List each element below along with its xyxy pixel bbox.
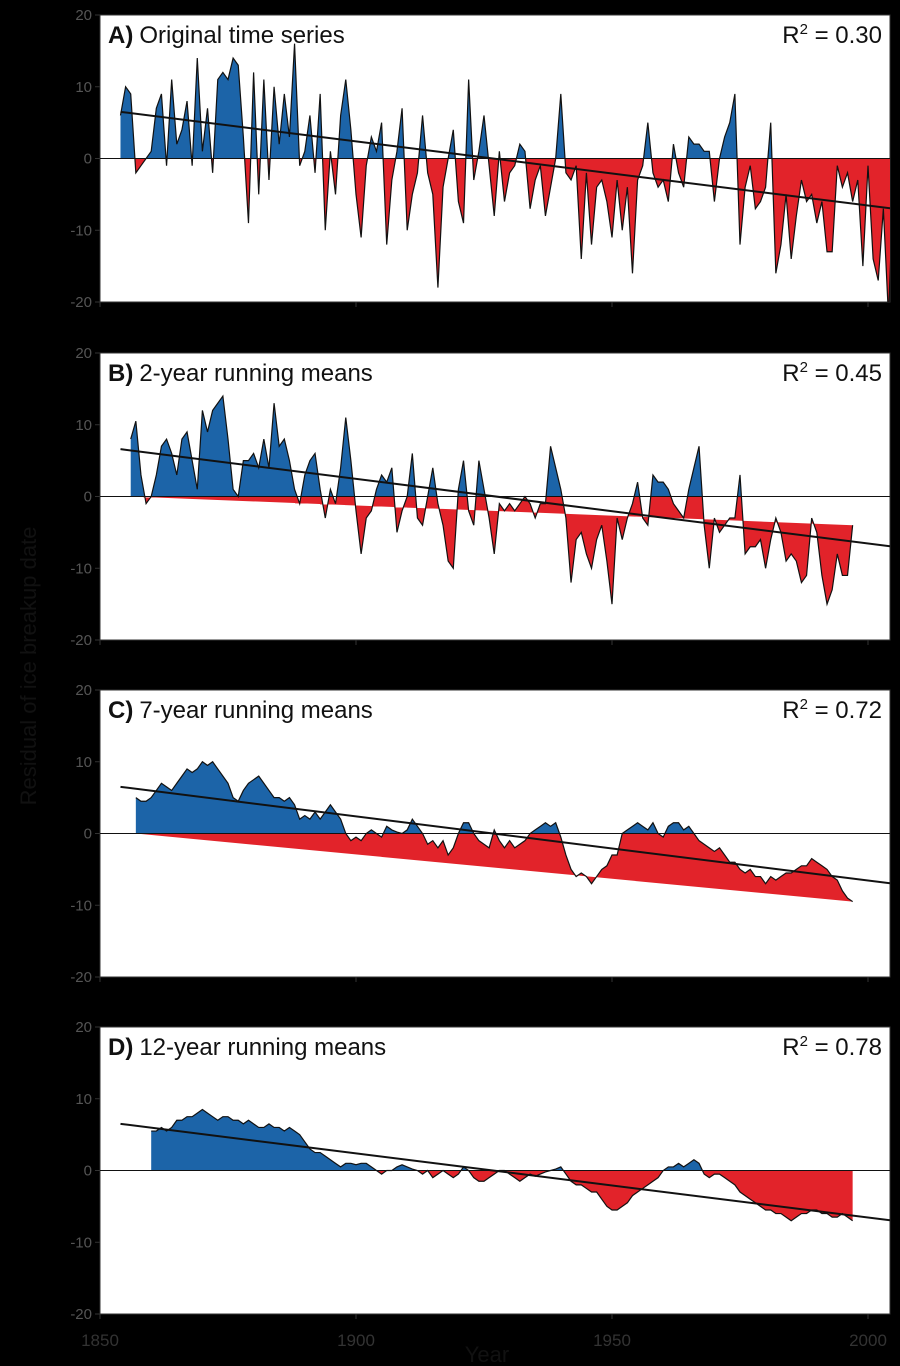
positive-area (135, 761, 694, 834)
trend-line (120, 785, 890, 885)
panel-title: A) Original time series (108, 22, 345, 49)
r2-prefix: R (782, 22, 799, 49)
r2-prefix: R (782, 697, 799, 724)
y-tick-label: -20 (70, 969, 92, 986)
series-line (119, 43, 890, 302)
r2-superscript: 2 (800, 1033, 808, 1050)
panel-letter: D) (108, 1034, 133, 1061)
trend-line (120, 1122, 890, 1222)
panel-1: 20 10 0 -10 -20 A) Original time series R2 = 0.… (70, 7, 891, 311)
panel-title-text: 2-year running means (139, 360, 372, 387)
series-line (135, 760, 853, 903)
r2-superscript: 2 (800, 696, 808, 713)
y-tick-label: -10 (70, 1234, 92, 1251)
r2-value: = 0.72 (808, 697, 882, 724)
r2-prefix: R (782, 1034, 799, 1061)
series-line (130, 394, 854, 607)
x-axis-label: Year (465, 1342, 509, 1366)
panel-title-text: 7-year running means (139, 697, 372, 724)
y-tick-label: 20 (75, 682, 92, 699)
y-tick-label: -20 (70, 1306, 92, 1323)
panel-letter: C) (108, 697, 133, 724)
plot-area (100, 1108, 890, 1222)
y-tick-label: -20 (70, 632, 92, 649)
y-tick-label: 0 (84, 826, 92, 843)
r2-superscript: 2 (800, 21, 808, 38)
x-tick-label: 2000 (849, 1331, 887, 1350)
y-tick-label: 10 (75, 417, 92, 434)
r-squared-label: R2 = 0.30 (782, 21, 882, 49)
y-tick-label: 20 (75, 345, 92, 362)
panel-4: 20 10 0 -10 -20 D) 12-year running means R2 = 0… (70, 1019, 891, 1323)
negative-area (120, 158, 890, 302)
y-tick-label: 10 (75, 79, 92, 96)
trend-line (120, 448, 890, 548)
panel-title: D) 12-year running means (108, 1034, 386, 1061)
positive-area (151, 1109, 853, 1171)
r2-prefix: R (782, 360, 799, 387)
r2-value: = 0.45 (808, 360, 882, 387)
panel-title: C) 7-year running means (108, 697, 373, 724)
r2-superscript: 2 (800, 359, 808, 376)
y-tick-label: 20 (75, 1019, 92, 1036)
trend-line (120, 110, 890, 210)
x-tick-label: 1900 (337, 1331, 375, 1350)
panel-title-text: Original time series (139, 22, 344, 49)
negative-area (135, 833, 853, 902)
y-tick-label: 0 (84, 1163, 92, 1180)
y-tick-label: -10 (70, 222, 92, 239)
r-squared-label: R2 = 0.45 (782, 359, 882, 387)
y-tick-label: -10 (70, 897, 92, 914)
plot-area (100, 394, 890, 607)
panel-2: 20 10 0 -10 -20 B) 2-year running means R2 = 0.… (70, 345, 891, 649)
y-tick-label: 20 (75, 7, 92, 24)
panel-3: 20 10 0 -10 -20 C) 7-year running means R2 = 0.… (70, 682, 891, 986)
x-tick-label: 1850 (81, 1331, 119, 1350)
y-axis-label: Residual of ice breakup date (16, 527, 41, 806)
y-tick-label: 0 (84, 489, 92, 506)
r2-value: = 0.78 (808, 1034, 882, 1061)
negative-area (130, 496, 853, 605)
r2-value: = 0.30 (808, 22, 882, 49)
panel-letter: A) (108, 22, 133, 49)
r-squared-label: R2 = 0.78 (782, 1033, 882, 1061)
y-tick-label: 10 (75, 754, 92, 771)
r-squared-label: R2 = 0.72 (782, 696, 882, 724)
positive-area (120, 43, 890, 159)
plot-area (100, 43, 890, 302)
panel-letter: B) (108, 360, 133, 387)
panel-title: B) 2-year running means (108, 360, 373, 387)
x-tick-label: 1950 (593, 1331, 631, 1350)
negative-area (151, 1170, 853, 1221)
y-tick-label: -10 (70, 560, 92, 577)
y-tick-label: 10 (75, 1091, 92, 1108)
plot-area (100, 760, 890, 903)
panel-title-text: 12-year running means (139, 1034, 386, 1061)
y-tick-label: 0 (84, 151, 92, 168)
y-tick-label: -20 (70, 294, 92, 311)
x-axis-ticks: 1850 1900 1950 2000 (81, 1331, 887, 1350)
positive-area (130, 396, 742, 497)
